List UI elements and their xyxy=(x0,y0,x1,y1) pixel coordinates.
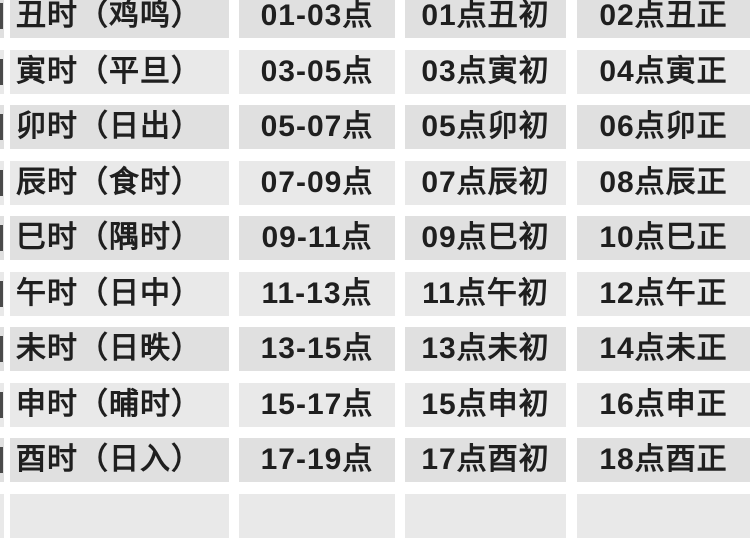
table-row: 午时（日中） 11-13点 11点午初 12点午正 xyxy=(0,272,750,316)
chu-hour-cell xyxy=(405,494,566,538)
chu-hour-cell: 17点酉初 xyxy=(405,438,566,482)
hour-range-cell: 03-05点 xyxy=(239,50,395,94)
hour-range-cell: 13-15点 xyxy=(239,327,395,371)
hour-range-cell: 15-17点 xyxy=(239,383,395,427)
chu-hour-cell: 15点申初 xyxy=(405,383,566,427)
table-row: 丑时（鸡鸣） 01-03点 01点丑初 02点丑正 xyxy=(0,0,750,38)
cropped-glyph-fragment xyxy=(0,59,3,85)
table-row: 酉时（日入） 17-19点 17点酉初 18点酉正 xyxy=(0,438,750,482)
shichen-name-cell: 酉时（日入） xyxy=(10,438,229,482)
hour-range-cell: 05-07点 xyxy=(239,105,395,149)
table-row: 申时（晡时） 15-17点 15点申初 16点申正 xyxy=(0,383,750,427)
cropped-glyph-fragment xyxy=(0,447,3,473)
cropped-glyph-fragment xyxy=(0,281,3,307)
cropped-left-column-sliver xyxy=(0,0,4,38)
chu-hour-cell: 03点寅初 xyxy=(405,50,566,94)
cropped-left-column-sliver xyxy=(0,161,4,205)
zheng-hour-cell: 06点卯正 xyxy=(577,105,750,149)
chu-hour-cell: 01点丑初 xyxy=(405,0,566,38)
chu-hour-cell: 05点卯初 xyxy=(405,105,566,149)
shichen-name-cell: 辰时（食时） xyxy=(10,161,229,205)
chu-hour-cell: 11点午初 xyxy=(405,272,566,316)
cropped-left-column-sliver xyxy=(0,105,4,149)
cropped-left-column-sliver xyxy=(0,383,4,427)
table-row-partial xyxy=(0,494,750,538)
cropped-left-column-sliver xyxy=(0,494,4,538)
chu-hour-cell: 13点未初 xyxy=(405,327,566,371)
hour-range-cell: 09-11点 xyxy=(239,216,395,260)
table-row: 寅时（平旦） 03-05点 03点寅初 04点寅正 xyxy=(0,50,750,94)
cropped-glyph-fragment xyxy=(0,114,3,140)
cropped-left-column-sliver xyxy=(0,438,4,482)
zheng-hour-cell: 02点丑正 xyxy=(577,0,750,38)
zheng-hour-cell: 14点未正 xyxy=(577,327,750,371)
table-row: 辰时（食时） 07-09点 07点辰初 08点辰正 xyxy=(0,161,750,205)
cropped-glyph-fragment xyxy=(0,225,3,251)
zheng-hour-cell: 12点午正 xyxy=(577,272,750,316)
cropped-left-column-sliver xyxy=(0,327,4,371)
zheng-hour-cell: 04点寅正 xyxy=(577,50,750,94)
shichen-name-cell: 卯时（日出） xyxy=(10,105,229,149)
zheng-hour-cell: 18点酉正 xyxy=(577,438,750,482)
zheng-hour-cell: 16点申正 xyxy=(577,383,750,427)
table-row: 未时（日昳） 13-15点 13点未初 14点未正 xyxy=(0,327,750,371)
zheng-hour-cell: 10点巳正 xyxy=(577,216,750,260)
zheng-hour-cell xyxy=(577,494,750,538)
hour-range-cell: 07-09点 xyxy=(239,161,395,205)
shichen-name-cell: 丑时（鸡鸣） xyxy=(10,0,229,38)
hour-range-cell: 01-03点 xyxy=(239,0,395,38)
shichen-name-cell: 巳时（隅时） xyxy=(10,216,229,260)
hour-range-cell xyxy=(239,494,395,538)
chu-hour-cell: 07点辰初 xyxy=(405,161,566,205)
shichen-name-cell xyxy=(10,494,229,538)
shichen-name-cell: 寅时（平旦） xyxy=(10,50,229,94)
table-row: 巳时（隅时） 09-11点 09点巳初 10点巳正 xyxy=(0,216,750,260)
shichen-name-cell: 未时（日昳） xyxy=(10,327,229,371)
cropped-left-column-sliver xyxy=(0,50,4,94)
shichen-name-cell: 午时（日中） xyxy=(10,272,229,316)
cropped-left-column-sliver xyxy=(0,216,4,260)
cropped-left-column-sliver xyxy=(0,272,4,316)
zheng-hour-cell: 08点辰正 xyxy=(577,161,750,205)
shichen-name-cell: 申时（晡时） xyxy=(10,383,229,427)
cropped-glyph-fragment xyxy=(0,3,3,29)
hour-range-cell: 11-13点 xyxy=(239,272,395,316)
hour-range-cell: 17-19点 xyxy=(239,438,395,482)
cropped-glyph-fragment xyxy=(0,392,3,418)
chu-hour-cell: 09点巳初 xyxy=(405,216,566,260)
table-row: 卯时（日出） 05-07点 05点卯初 06点卯正 xyxy=(0,105,750,149)
cropped-glyph-fragment xyxy=(0,170,3,196)
cropped-glyph-fragment xyxy=(0,336,3,362)
